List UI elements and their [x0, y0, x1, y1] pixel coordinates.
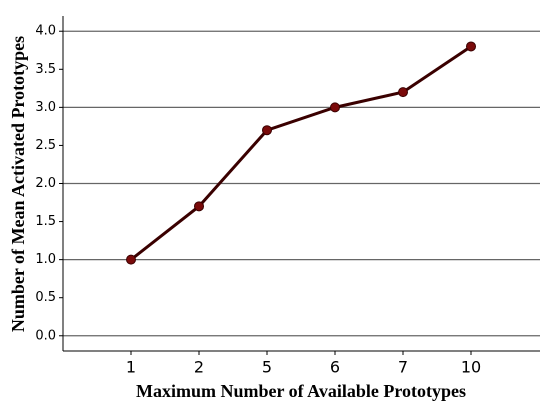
x-tick-label: 2 [194, 358, 204, 377]
y-tick-label: 1.0 [35, 252, 56, 267]
data-point [466, 41, 476, 52]
y-axis-label: Number of Mean Activated Prototypes [8, 36, 28, 332]
x-axis-label: Maximum Number of Available Prototypes [136, 381, 466, 401]
x-tick-label: 5 [262, 358, 272, 377]
x-tick-label: 10 [461, 358, 481, 377]
data-point [398, 87, 408, 98]
data-point [126, 254, 136, 265]
y-tick-label: 0.5 [35, 290, 56, 305]
y-tick-label: 3.0 [35, 100, 56, 115]
y-tick-label: 2.5 [35, 138, 56, 153]
y-tick-label: 0.0 [35, 328, 56, 343]
series-line [130, 45, 472, 261]
y-tick-label: 3.5 [35, 62, 56, 77]
y-tick-label: 4.0 [35, 24, 56, 39]
data-point [330, 102, 340, 113]
x-tick-label: 6 [330, 358, 340, 377]
x-tick-label: 1 [126, 358, 136, 377]
y-tick-label: 1.5 [35, 214, 56, 229]
data-point [262, 125, 272, 136]
y-tick-label: 2.0 [35, 176, 56, 191]
data-point [194, 201, 204, 212]
x-tick-label: 7 [398, 358, 408, 377]
